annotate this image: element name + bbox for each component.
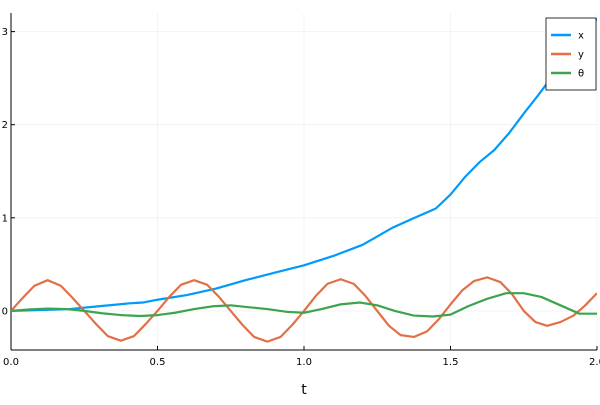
y-tick-label: 2: [2, 120, 8, 131]
legend: xyθ: [545, 17, 597, 91]
series-line-y: [11, 276, 597, 343]
legend-label-θ: θ: [578, 69, 584, 80]
grid: [10, 13, 598, 350]
series-lines: [11, 17, 597, 343]
y-tick-label: 0: [2, 306, 8, 317]
legend-label-y: y: [578, 50, 584, 61]
x-axis-label: t: [301, 382, 307, 398]
x-tick-label: 1.5: [443, 357, 459, 368]
x-tick-label: 1.0: [296, 357, 312, 368]
x-tick-label: 0.0: [3, 357, 19, 368]
x-tick-label: 2.0: [589, 357, 600, 368]
y-tick-label: 3: [2, 27, 8, 38]
x-tick-label: 0.5: [150, 357, 166, 368]
y-tick-label: 1: [2, 213, 8, 224]
axes: 0.0 0.5 1.0 1.5 2.0 0 1 2 3: [2, 13, 600, 368]
legend-label-x: x: [578, 31, 584, 42]
series-line-x: [11, 17, 597, 312]
series-line-θ: [11, 292, 597, 318]
